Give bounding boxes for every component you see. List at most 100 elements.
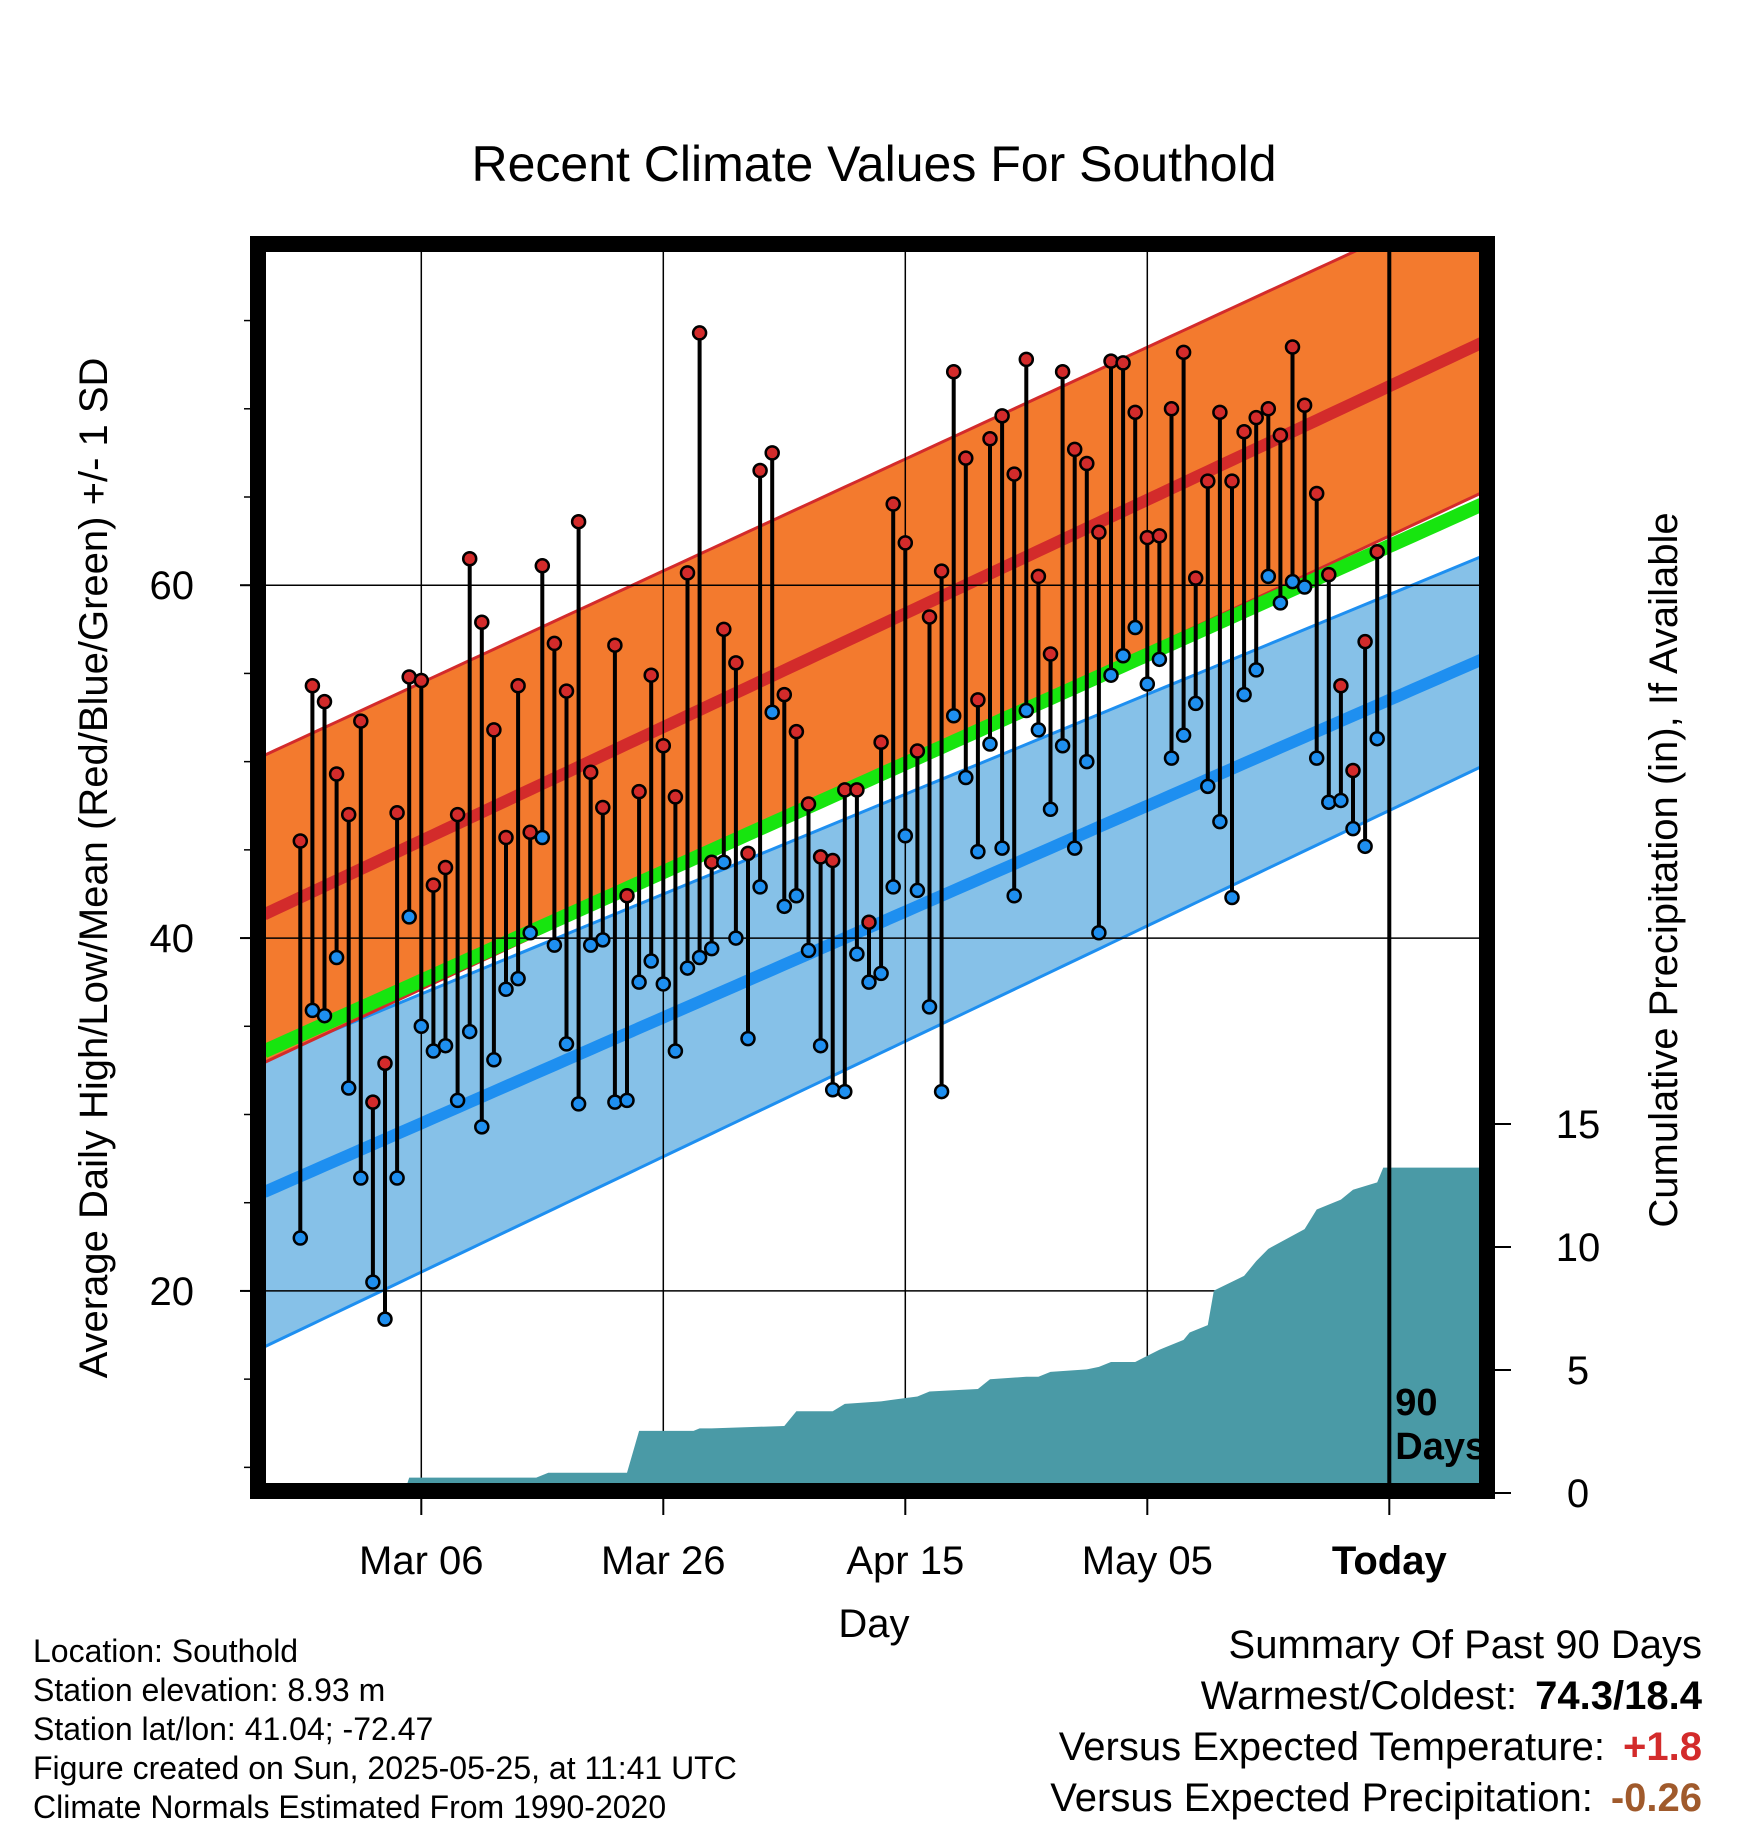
daily-low-point xyxy=(667,1043,684,1059)
daily-low-point xyxy=(1115,648,1131,664)
cumulative-precip-area xyxy=(300,1167,1481,1485)
daily-low-point xyxy=(655,976,672,992)
x-tick-label: Mar 06 xyxy=(359,1539,484,1583)
daily-high-point xyxy=(1296,397,1313,414)
daily-low-point xyxy=(449,1092,466,1109)
daily-high-point xyxy=(1284,339,1301,355)
daily-high-point xyxy=(824,852,841,869)
daily-high-point xyxy=(994,408,1010,424)
daily-low-point xyxy=(437,1037,454,1054)
daily-high-point xyxy=(546,635,563,652)
daily-high-point xyxy=(1018,351,1035,368)
daily-high-point xyxy=(1163,401,1180,417)
daily-low-point xyxy=(945,708,962,724)
daily-low-point xyxy=(861,974,877,990)
daily-high-point xyxy=(1054,363,1071,380)
daily-high-point xyxy=(413,672,430,689)
daily-low-point xyxy=(752,879,768,895)
daily-low-point xyxy=(909,882,926,899)
daily-high-point xyxy=(909,743,926,759)
daily-low-point xyxy=(1345,820,1361,837)
daily-high-point xyxy=(1212,404,1228,421)
daily-high-point xyxy=(1042,646,1059,662)
daily-high-point xyxy=(1151,528,1168,544)
daily-high-point xyxy=(873,734,889,750)
info-created: Figure created on Sun, 2025-05-25, at 11… xyxy=(33,1750,737,1786)
daily-high-point xyxy=(800,796,817,812)
x-tick-label: Mar 26 xyxy=(601,1539,726,1583)
daily-high-point xyxy=(1115,355,1131,371)
daily-high-point xyxy=(316,693,333,710)
daily-high-point xyxy=(667,789,684,805)
daily-high-point xyxy=(570,513,587,530)
daily-low-point xyxy=(1030,722,1047,738)
daily-low-point xyxy=(1296,579,1313,595)
x-tick-label: May 05 xyxy=(1082,1539,1213,1583)
daily-low-point xyxy=(994,840,1010,856)
daily-high-point xyxy=(340,806,357,823)
normal-high-line xyxy=(264,336,1481,920)
daily-low-point xyxy=(1357,838,1373,855)
daily-low-point xyxy=(1369,730,1385,747)
y-tick-label-left: 40 xyxy=(150,917,195,961)
daily-high-point xyxy=(1187,570,1204,586)
daily-low-point xyxy=(691,949,708,966)
temp-anomaly-value: +1.8 xyxy=(1623,1725,1702,1769)
daily-low-point xyxy=(1200,778,1216,795)
daily-high-point xyxy=(958,450,974,466)
daily-high-point xyxy=(449,806,466,823)
daily-low-point xyxy=(316,1007,333,1024)
daily-low-point xyxy=(824,1082,841,1098)
daily-high-point xyxy=(1308,485,1325,502)
daily-low-point xyxy=(1091,925,1107,941)
y-tick-label-right: 10 xyxy=(1556,1226,1601,1270)
summary-precipitation: Versus Expected Precipitation: -0.26 xyxy=(1050,1776,1702,1821)
daily-low-point xyxy=(885,879,901,895)
daily-low-point xyxy=(1321,794,1337,810)
daily-high-point xyxy=(1091,524,1107,541)
daily-high-point xyxy=(353,713,369,729)
daily-high-point xyxy=(679,565,696,581)
daily-high-point xyxy=(776,686,793,703)
warm-cold-value: 74.3/18.4 xyxy=(1535,1674,1702,1718)
daily-high-point xyxy=(582,764,599,780)
daily-low-point xyxy=(292,1230,309,1246)
daily-high-point xyxy=(365,1094,381,1110)
daily-low-point xyxy=(740,1030,756,1047)
daily-low-point xyxy=(1066,840,1083,856)
daily-low-point xyxy=(788,887,805,904)
x-tick-label: Today xyxy=(1332,1539,1448,1583)
daily-low-point xyxy=(1175,727,1192,743)
daily-low-point xyxy=(1103,667,1119,683)
daily-low-point xyxy=(607,1094,623,1110)
daily-high-point xyxy=(643,667,659,683)
daily-high-point xyxy=(619,887,635,904)
daily-low-point xyxy=(764,704,780,720)
daily-low-point xyxy=(401,909,417,925)
daily-high-point xyxy=(607,637,623,653)
y-tick-label-left: 60 xyxy=(150,564,195,608)
daily-high-point xyxy=(631,783,647,800)
daily-high-point xyxy=(1236,423,1252,440)
daily-low-point xyxy=(1139,676,1156,692)
daily-low-point xyxy=(849,946,865,962)
daily-low-point xyxy=(679,960,696,976)
daily-low-point xyxy=(873,965,889,982)
y-tick-label-right: 0 xyxy=(1567,1472,1589,1516)
summary-warm-cold: Warmest/Coldest: 74.3/18.4 xyxy=(1201,1674,1702,1719)
daily-high-point xyxy=(1006,466,1022,482)
daily-low-point xyxy=(1151,651,1168,668)
daily-high-point xyxy=(377,1055,393,1072)
daily-low-point xyxy=(570,1096,587,1112)
daily-low-point xyxy=(1236,686,1252,703)
daily-high-point xyxy=(933,563,950,579)
daily-low-point xyxy=(1042,801,1059,818)
daily-low-point xyxy=(982,736,998,752)
plot-frame xyxy=(250,236,1495,1499)
daily-low-point xyxy=(728,930,744,946)
daily-high-point xyxy=(945,363,962,380)
daily-high-point xyxy=(1127,404,1143,421)
daily-low-point xyxy=(1187,695,1204,712)
daily-low-point xyxy=(546,937,563,953)
